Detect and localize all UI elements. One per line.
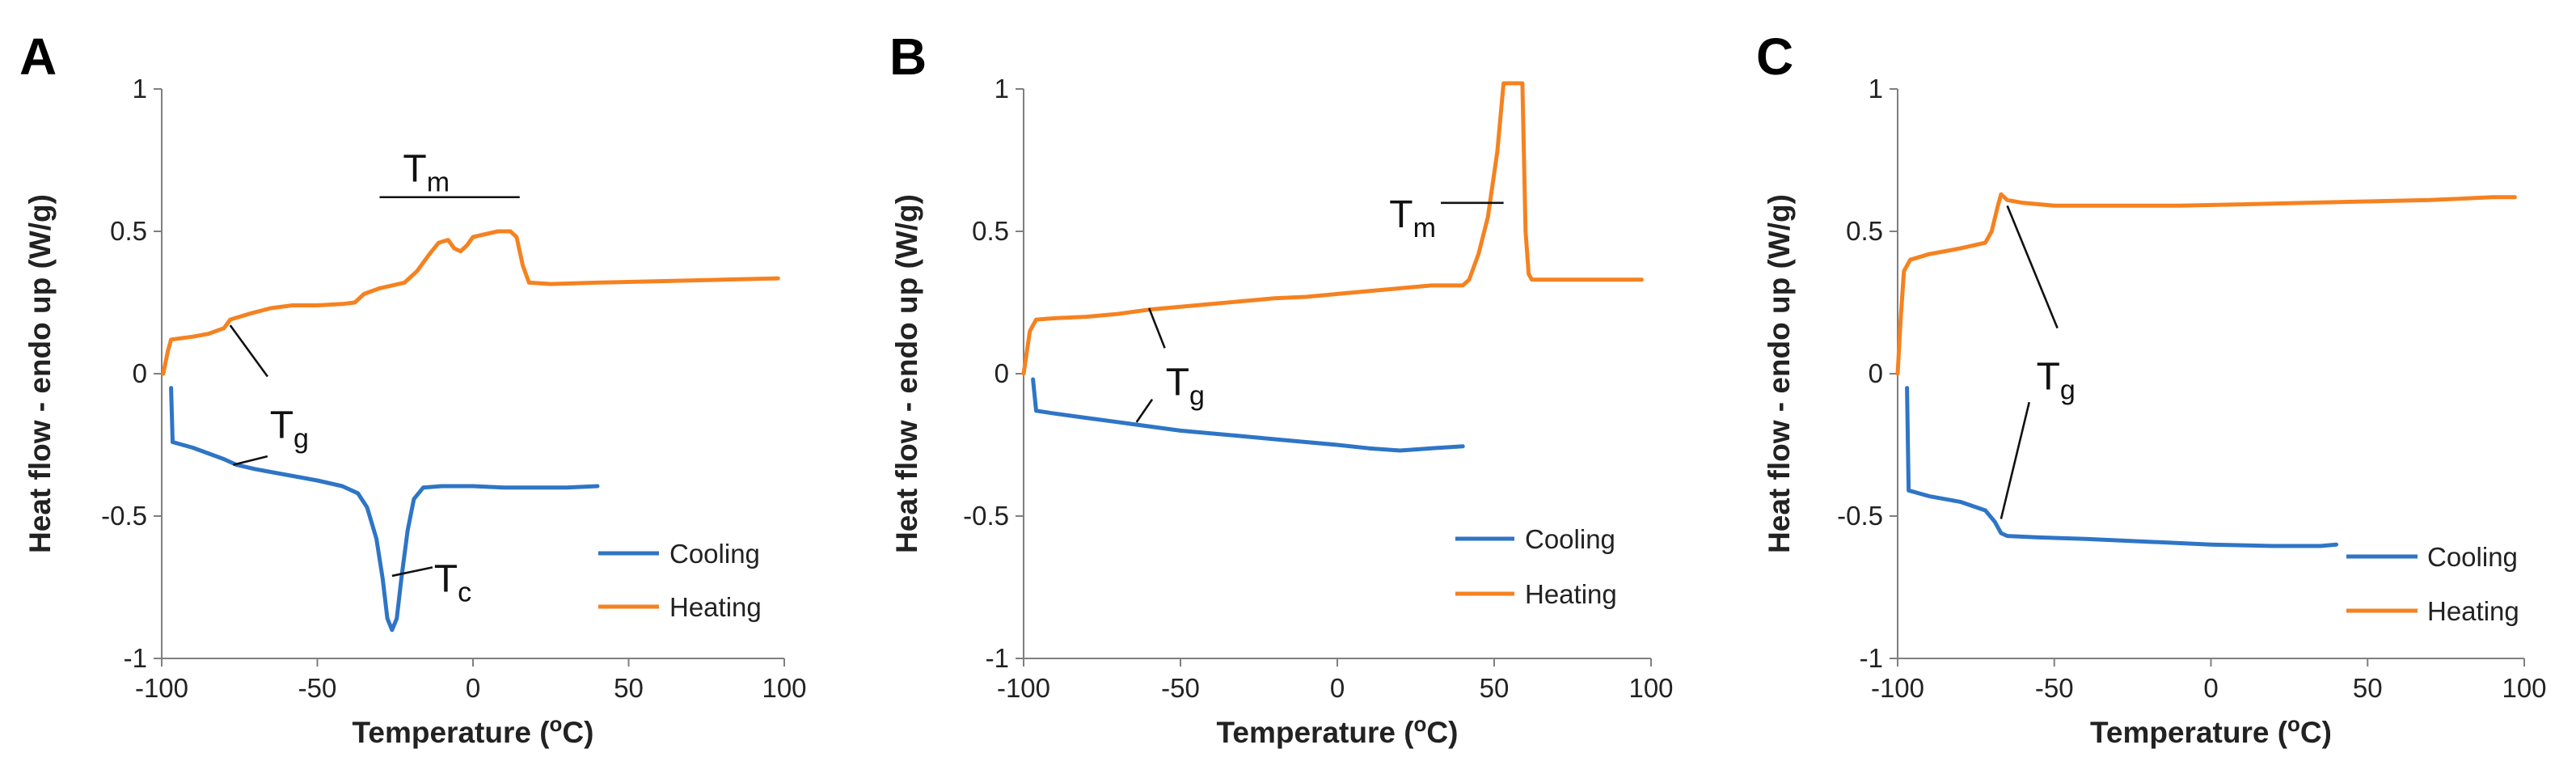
x-tick-label: 0: [466, 673, 480, 703]
annotation-tg: Tg: [270, 404, 309, 454]
panel-a: A -1 -0.5 0 0.5 1 -100 -50 0 50 100 Temperature (oC…: [19, 28, 807, 749]
annotation-tm: Tm: [403, 148, 450, 198]
x-tick-label: 100: [762, 673, 806, 703]
x-tick-label: 0: [1330, 673, 1345, 703]
series-cooling: [1905, 386, 2338, 548]
y-tick-label: 0.5: [972, 216, 1009, 246]
y-tick-label: 1: [1869, 74, 1883, 104]
x-tick-label: 50: [614, 673, 644, 703]
y-tick-label: -0.5: [963, 501, 1009, 531]
x-axis-title: Temperature (oC): [1217, 712, 1459, 749]
legend-label-heating: Heating: [669, 592, 762, 622]
legend-label-heating: Heating: [2427, 596, 2519, 626]
legend: Cooling Heating: [2346, 542, 2519, 626]
x-tick-label: -100: [1871, 673, 1924, 703]
x-tick-label: 0: [2203, 673, 2218, 703]
panel-c: C -1 -0.5 0 0.5 1 -100 -50 0 50 100 Temperature (oC…: [1756, 28, 2547, 749]
annotation-leader-line: [233, 455, 268, 466]
series-cooling: [1031, 377, 1465, 453]
x-tick-label: -100: [997, 673, 1050, 703]
legend: Cooling Heating: [598, 539, 762, 622]
annotation-tc: Tc: [434, 557, 471, 607]
x-axis-title: Temperature (oC): [353, 712, 594, 749]
annotation-tg: Tg: [2037, 356, 2076, 406]
x-axis-title: Temperature (oC): [2090, 712, 2332, 749]
panel-label: A: [19, 28, 57, 86]
x-tick-label: -50: [298, 673, 337, 703]
x-tick-label: -50: [2035, 673, 2074, 703]
series-heating: [161, 229, 780, 376]
x-tick-label: 50: [1480, 673, 1510, 703]
y-tick-label: -1: [1860, 643, 1883, 673]
series-cooling: [169, 386, 600, 633]
annotation-leader-line: [2000, 401, 2031, 519]
y-tick-label: -0.5: [1837, 501, 1883, 531]
y-tick-label: 0.5: [110, 216, 147, 246]
x-tick-label: 100: [1628, 673, 1673, 703]
y-tick-label: -0.5: [101, 501, 147, 531]
panel-b: B -1 -0.5 0 0.5 1 -100 -50 0 50 100 Temperature (oC…: [889, 28, 1674, 749]
annotation-leader-line: [1147, 307, 1166, 349]
y-tick-label: -1: [124, 643, 147, 673]
y-tick-label: 1: [133, 74, 147, 104]
annotation-leader-line: [2006, 205, 2059, 329]
y-tick-label: -1: [986, 643, 1009, 673]
legend-label-cooling: Cooling: [669, 539, 760, 569]
x-tick-label: 50: [2353, 673, 2383, 703]
annotation-leader-line: [1135, 398, 1154, 423]
panel-label: C: [1756, 28, 1793, 86]
x-tick-label: -100: [135, 673, 188, 703]
annotation-leader-line: [391, 566, 433, 578]
series-heating: [1895, 192, 2517, 376]
y-tick-label: 0.5: [1846, 216, 1883, 246]
y-tick-label: 0: [133, 358, 147, 388]
annotation-tg: Tg: [1166, 362, 1205, 412]
legend-label-heating: Heating: [1525, 579, 1617, 609]
legend-label-cooling: Cooling: [1525, 524, 1615, 554]
x-tick-label: 100: [2502, 673, 2546, 703]
series-heating: [1021, 81, 1644, 376]
annotation-tm: Tm: [1389, 193, 1436, 243]
y-axis-title: Heat flow - endo up (W/g): [1763, 194, 1796, 553]
y-tick-label: 0: [995, 358, 1009, 388]
y-tick-label: 0: [1869, 358, 1883, 388]
y-tick-label: 1: [995, 74, 1009, 104]
x-tick-label: -50: [1161, 673, 1200, 703]
annotation-leader-line: [229, 324, 268, 378]
y-axis-title: Heat flow - endo up (W/g): [23, 194, 57, 553]
legend: Cooling Heating: [1455, 524, 1617, 609]
legend-label-cooling: Cooling: [2427, 542, 2518, 572]
y-axis-title: Heat flow - endo up (W/g): [890, 194, 923, 553]
panel-label: B: [889, 28, 927, 86]
